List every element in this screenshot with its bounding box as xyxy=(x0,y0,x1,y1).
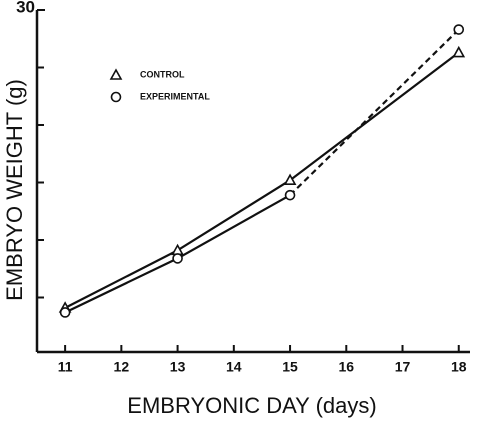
series-line xyxy=(289,28,460,196)
circle-marker xyxy=(284,189,296,201)
x-tick-label: 12 xyxy=(114,359,130,375)
x-axis-title: EMBRYONIC DAY (days) xyxy=(127,393,376,418)
circle-marker xyxy=(453,24,465,35)
x-tick-label: 14 xyxy=(226,359,242,375)
x-tick-label: 16 xyxy=(338,359,354,375)
circle-marker xyxy=(172,253,183,264)
legend-label: EXPERIMENTAL xyxy=(140,91,210,101)
circle-marker xyxy=(59,307,71,318)
x-tick-label: 17 xyxy=(395,359,411,375)
x-tick-label: 18 xyxy=(451,359,467,375)
x-tick-label: 15 xyxy=(282,359,298,375)
series-line xyxy=(64,51,460,309)
y-tick-label: 30 xyxy=(16,0,35,16)
legend-marker xyxy=(110,91,122,103)
y-axis-title: EMBRYO WEIGHT (g) xyxy=(2,79,27,301)
triangle-marker xyxy=(283,173,297,185)
triangle-marker xyxy=(452,45,466,58)
x-tick-label: 13 xyxy=(170,359,186,375)
x-tick-label: 11 xyxy=(58,359,73,375)
triangle-marker xyxy=(171,243,184,256)
legend-label: CONTROL xyxy=(140,69,185,79)
legend-marker xyxy=(109,68,123,80)
